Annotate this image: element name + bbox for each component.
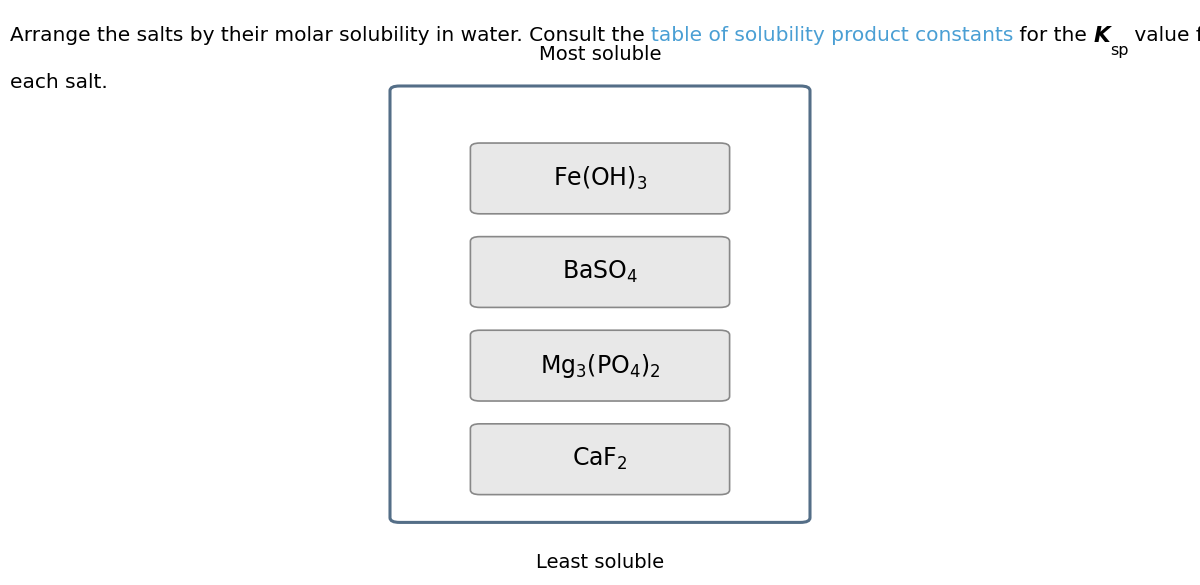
FancyBboxPatch shape [470, 236, 730, 307]
Text: Fe(OH)$_3$: Fe(OH)$_3$ [553, 165, 647, 192]
FancyBboxPatch shape [470, 424, 730, 495]
Text: sp: sp [1110, 43, 1128, 58]
Text: CaF$_2$: CaF$_2$ [572, 446, 628, 472]
Text: Most soluble: Most soluble [539, 46, 661, 64]
Text: BaSO$_4$: BaSO$_4$ [562, 259, 638, 285]
FancyBboxPatch shape [390, 86, 810, 522]
Text: Arrange the salts by their molar solubility in water. Consult the: Arrange the salts by their molar solubil… [10, 26, 650, 45]
Text: K: K [1093, 26, 1110, 46]
Text: each salt.: each salt. [10, 73, 107, 92]
Text: table of solubility product constants: table of solubility product constants [650, 26, 1013, 45]
Text: value for: value for [1128, 26, 1200, 45]
Text: Mg$_3$(PO$_4$)$_2$: Mg$_3$(PO$_4$)$_2$ [540, 352, 660, 380]
Text: Least soluble: Least soluble [536, 553, 664, 572]
FancyBboxPatch shape [470, 330, 730, 401]
Text: for the: for the [1013, 26, 1093, 45]
FancyBboxPatch shape [470, 143, 730, 214]
